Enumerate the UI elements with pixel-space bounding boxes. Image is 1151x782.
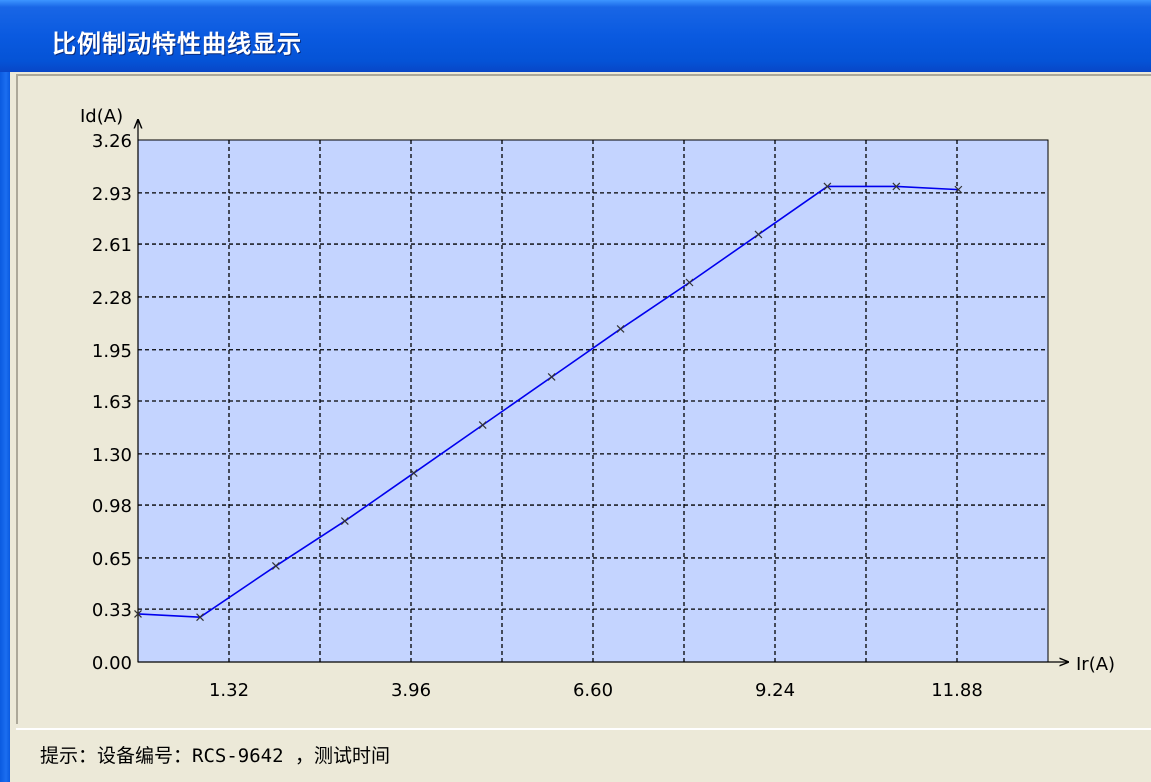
y-tick-label: 2.28	[92, 288, 132, 309]
x-tick-label: 1.32	[209, 680, 249, 701]
y-tick-label: 1.30	[92, 445, 132, 466]
data-point	[271, 562, 280, 570]
data-point	[954, 185, 963, 194]
y-axis-label: Id(A)	[80, 106, 123, 127]
data-point	[754, 230, 763, 239]
characteristic-chart: Id(A) Ir(A) 0.00 0.33 0.65 0.98 1.30 1.63 1.95…	[80, 106, 1115, 701]
x-axis-label: Ir(A)	[1076, 654, 1115, 675]
y-tick-label: 1.63	[92, 392, 132, 413]
data-point	[547, 373, 556, 381]
data-point	[616, 325, 625, 333]
x-tick-label: 9.24	[755, 680, 795, 701]
x-tick-label: 6.60	[573, 680, 613, 701]
title-bar[interactable]: 比例制动特性曲线显示	[0, 0, 1151, 72]
y-tick-label: 2.93	[92, 184, 132, 205]
data-point	[409, 469, 418, 477]
y-tick-label: 2.61	[92, 235, 132, 256]
data-point	[685, 278, 694, 287]
data-point	[478, 421, 487, 429]
x-tick-label: 3.96	[391, 680, 431, 701]
data-point	[892, 182, 901, 191]
data-point	[340, 517, 349, 526]
series-layer	[134, 182, 963, 622]
status-hint: 提示：设备编号：RCS-9642 ，测试时间	[40, 745, 390, 767]
y-tick-label: 0.00	[92, 653, 132, 674]
x-tick-label: 11.88	[931, 680, 983, 701]
status-bar: 提示：设备编号：RCS-9642 ，测试时间	[16, 728, 1151, 782]
chart-panel: Id(A) Ir(A) 0.00 0.33 0.65 0.98 1.30 1.63 1.95…	[16, 74, 1151, 724]
data-point	[823, 182, 832, 191]
data-point	[134, 610, 142, 618]
y-tick-label: 1.95	[92, 341, 132, 362]
grid	[138, 140, 1048, 662]
y-tick-label: 3.26	[92, 131, 132, 152]
y-tick-label: 0.65	[92, 549, 132, 570]
tick-labels: 0.00 0.33 0.65 0.98 1.30 1.63 1.95 2.28 2.61 2.93…	[92, 131, 983, 701]
y-tick-label: 0.98	[92, 496, 132, 517]
window-frame-left	[0, 72, 10, 782]
data-point	[196, 613, 204, 622]
y-tick-label: 0.33	[92, 600, 132, 621]
window-title: 比例制动特性曲线显示	[52, 30, 302, 58]
